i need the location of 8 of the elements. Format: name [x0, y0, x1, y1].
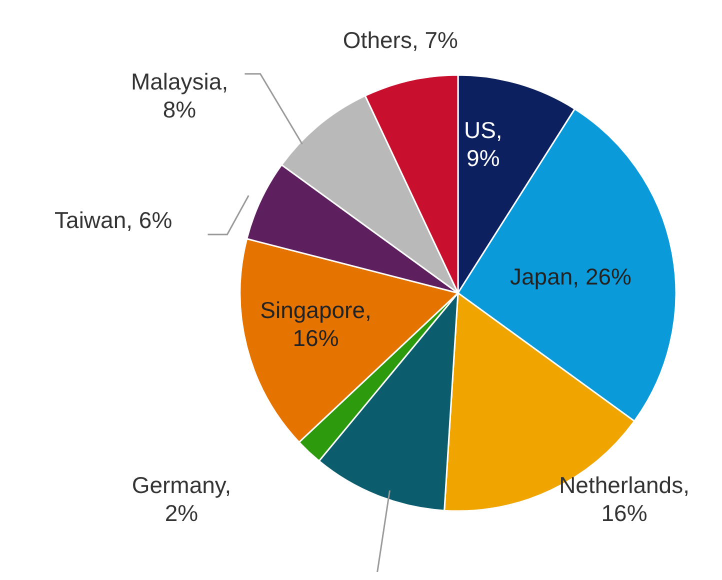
slice-label: Taiwan, 6% — [54, 206, 172, 233]
slice-label: Singapore, 16% — [260, 297, 372, 352]
slice-label: Netherlands, 16% — [559, 472, 690, 526]
slice-label: Germany, 2% — [132, 472, 232, 526]
slice-label: Japan, 26% — [510, 263, 632, 290]
slice-label: Others, 7% — [342, 26, 458, 53]
slice-label: US, 9% — [464, 117, 502, 172]
slice-label: Malaysia, 8% — [130, 68, 228, 122]
